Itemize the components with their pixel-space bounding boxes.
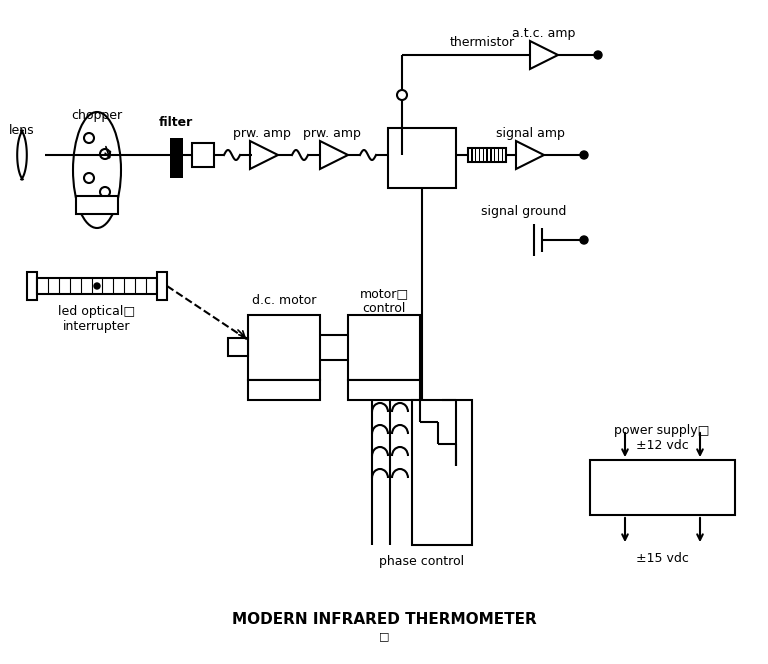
Bar — [482, 148, 484, 162]
Text: lens: lens — [9, 124, 35, 137]
Bar — [494, 148, 495, 162]
Bar — [412, 400, 472, 545]
Bar — [388, 128, 456, 188]
Circle shape — [94, 283, 100, 289]
Circle shape — [580, 151, 588, 159]
Text: ±15 vdc: ±15 vdc — [636, 552, 688, 566]
Text: □: □ — [379, 631, 389, 641]
Text: prw. amp: prw. amp — [233, 127, 291, 139]
Bar — [348, 380, 420, 400]
Bar — [590, 460, 735, 515]
Text: thermistor: thermistor — [449, 37, 515, 50]
Circle shape — [580, 236, 588, 244]
Bar — [502, 148, 503, 162]
Bar — [76, 196, 118, 214]
Text: prw. amp: prw. amp — [303, 127, 361, 139]
Bar — [498, 148, 499, 162]
Text: phase control: phase control — [379, 554, 465, 568]
Text: power supply□
±12 vdc: power supply□ ±12 vdc — [614, 424, 710, 452]
Text: led optical□
interrupter: led optical□ interrupter — [58, 305, 136, 333]
Text: signal ground: signal ground — [482, 205, 567, 218]
Text: signal amp: signal amp — [495, 127, 564, 139]
Bar — [27, 272, 37, 300]
Bar — [248, 380, 320, 400]
Text: d.c. motor: d.c. motor — [252, 295, 316, 307]
Bar — [475, 148, 476, 162]
Text: motor□
control: motor□ control — [359, 287, 409, 315]
Bar — [490, 148, 492, 162]
Bar — [478, 148, 480, 162]
Bar — [192, 143, 214, 167]
Bar — [170, 138, 183, 178]
Text: filter: filter — [159, 116, 193, 129]
Bar — [248, 315, 320, 380]
Text: a.t.c. amp: a.t.c. amp — [512, 27, 576, 39]
Bar — [228, 338, 248, 356]
Bar — [37, 278, 157, 294]
Bar — [486, 148, 488, 162]
Text: chopper: chopper — [71, 108, 123, 122]
Circle shape — [594, 51, 602, 59]
Bar — [348, 315, 420, 380]
Text: MODERN INFRARED THERMOMETER: MODERN INFRARED THERMOMETER — [232, 612, 536, 627]
Bar — [468, 148, 506, 162]
Bar — [157, 272, 167, 300]
Bar — [471, 148, 472, 162]
